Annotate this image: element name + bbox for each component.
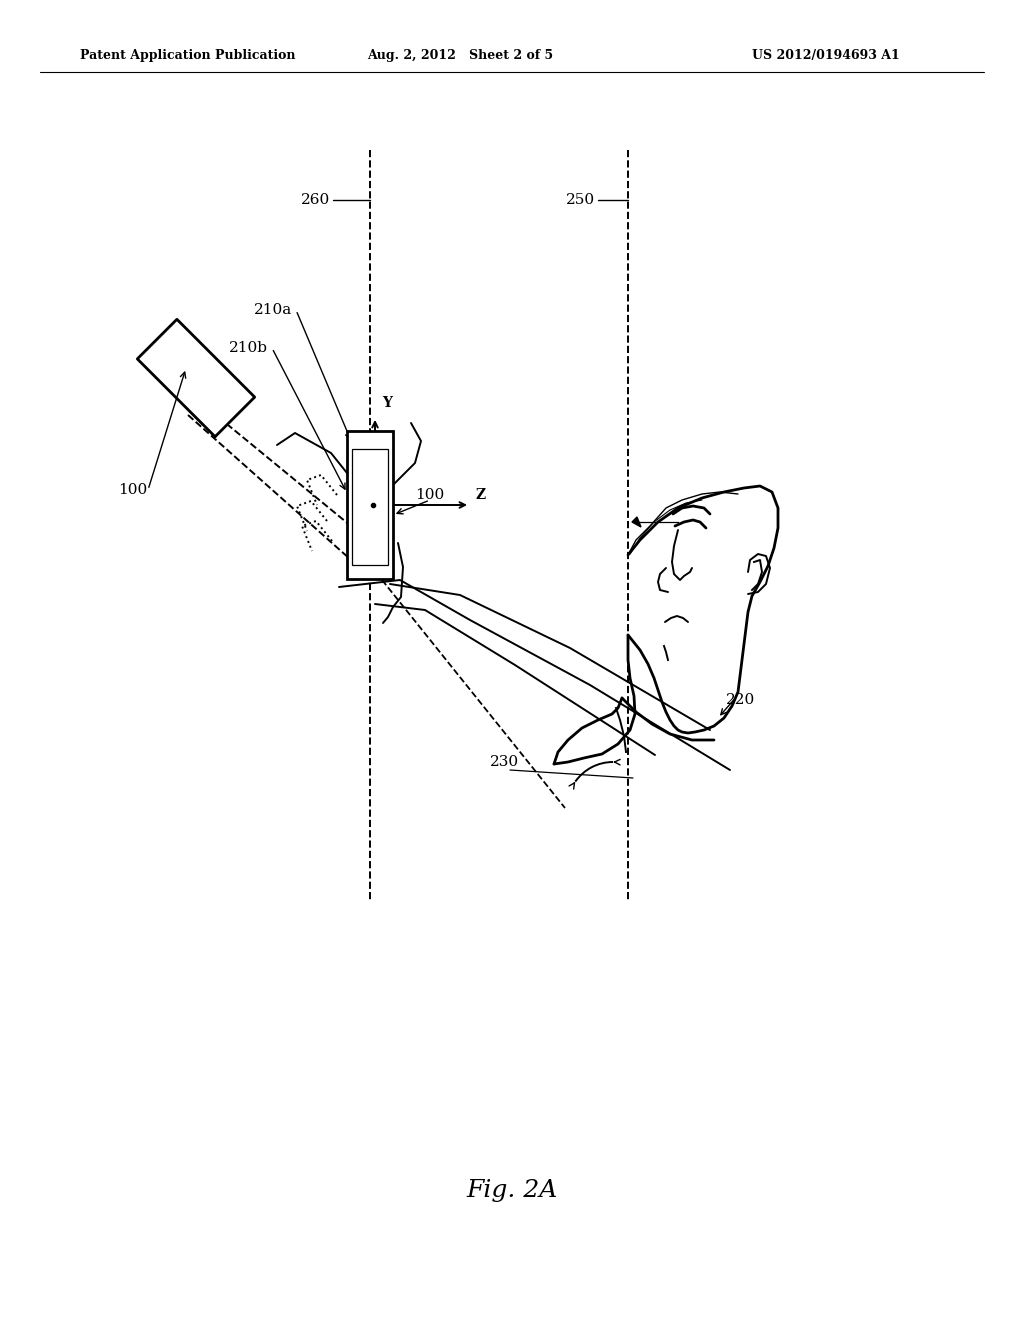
Text: Z: Z — [475, 488, 485, 502]
Text: X: X — [372, 520, 383, 535]
Text: 250: 250 — [566, 193, 595, 207]
Text: Patent Application Publication: Patent Application Publication — [80, 49, 296, 62]
Text: US 2012/0194693 A1: US 2012/0194693 A1 — [753, 49, 900, 62]
Text: 260: 260 — [301, 193, 330, 207]
Text: 210a: 210a — [254, 304, 292, 317]
Text: 210b: 210b — [229, 341, 268, 355]
Text: 100: 100 — [415, 488, 444, 502]
Polygon shape — [137, 319, 255, 437]
Text: 100: 100 — [118, 483, 147, 498]
Bar — [352, 449, 388, 565]
Bar — [347, 432, 393, 579]
Text: Fig. 2A: Fig. 2A — [466, 1179, 558, 1201]
Text: Aug. 2, 2012   Sheet 2 of 5: Aug. 2, 2012 Sheet 2 of 5 — [367, 49, 553, 62]
Text: 230: 230 — [490, 755, 519, 770]
Text: Y: Y — [382, 396, 392, 411]
Text: 220: 220 — [726, 693, 756, 708]
Polygon shape — [632, 517, 641, 527]
